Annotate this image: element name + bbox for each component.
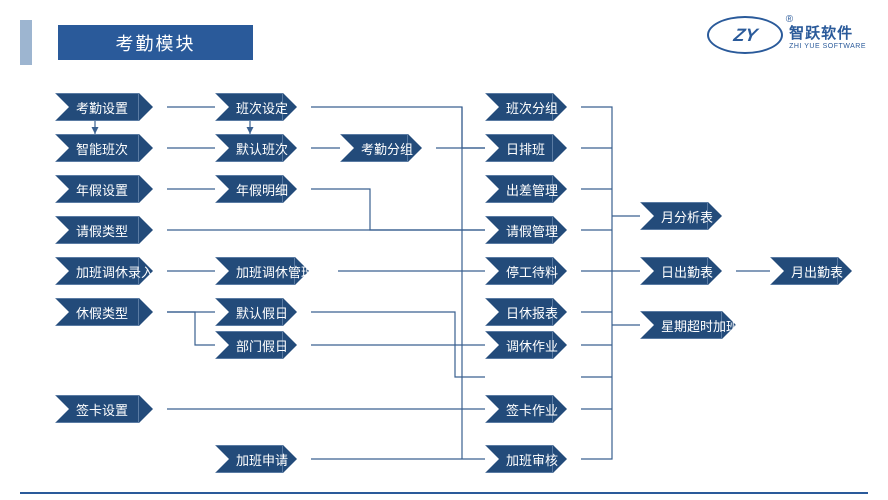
flowchart-node: 考勤分组	[340, 134, 422, 162]
chevron-left-icon	[215, 175, 229, 203]
flowchart-node: 年假明细	[215, 175, 297, 203]
page-title: 考勤模块	[58, 25, 253, 60]
chevron-left-icon	[55, 257, 69, 285]
connector-lines	[0, 0, 888, 500]
logo-text-cn: 智跃软件	[789, 22, 866, 43]
flowchart-node: 请假类型	[55, 216, 153, 244]
flowchart-node: 加班申请	[215, 445, 297, 473]
flowchart-node: 班次分组	[485, 93, 567, 121]
chevron-left-icon	[485, 298, 499, 326]
chevron-left-icon	[215, 298, 229, 326]
registered-mark-icon: ®	[786, 14, 793, 25]
chevron-left-icon	[55, 298, 69, 326]
connector-line	[311, 345, 485, 377]
chevron-left-icon	[215, 134, 229, 162]
chevron-left-icon	[485, 93, 499, 121]
chevron-right-icon	[553, 134, 567, 162]
flowchart-node: 调休作业	[485, 331, 567, 359]
flowchart-node: 日休报表	[485, 298, 567, 326]
chevron-left-icon	[485, 331, 499, 359]
connector-line	[311, 312, 485, 345]
chevron-left-icon	[640, 257, 654, 285]
chevron-right-icon	[139, 93, 153, 121]
chevron-left-icon	[55, 175, 69, 203]
flowchart-node: 日出勤表	[640, 257, 722, 285]
flowchart-node: 年假设置	[55, 175, 153, 203]
chevron-left-icon	[485, 257, 499, 285]
flowchart-node: 默认班次	[215, 134, 297, 162]
flowchart-node: 请假管理	[485, 216, 567, 244]
chevron-left-icon	[215, 257, 229, 285]
flowchart-node: 停工待料	[485, 257, 567, 285]
flowchart-node: 考勤设置	[55, 93, 153, 121]
flowchart-node: 月出勤表	[770, 257, 852, 285]
footer-underline	[20, 492, 868, 494]
connector-line	[311, 189, 485, 230]
header-sidebar-accent	[20, 20, 32, 65]
flowchart-node: 加班调休录入	[55, 257, 153, 285]
chevron-left-icon	[770, 257, 784, 285]
flowchart-node: 加班调休管理	[215, 257, 309, 285]
flowchart-node: 出差管理	[485, 175, 567, 203]
chevron-left-icon	[485, 395, 499, 423]
flowchart-node: 休假类型	[55, 298, 153, 326]
chevron-right-icon	[139, 134, 153, 162]
chevron-left-icon	[340, 134, 354, 162]
flowchart-node: 月分析表	[640, 202, 722, 230]
chevron-left-icon	[55, 216, 69, 244]
flowchart-node: 签卡设置	[55, 395, 153, 423]
chevron-left-icon	[640, 202, 654, 230]
chevron-left-icon	[485, 175, 499, 203]
chevron-left-icon	[485, 216, 499, 244]
chevron-left-icon	[55, 93, 69, 121]
flowchart-node: 星期超时加班	[640, 311, 736, 339]
logo-oval-icon: ZY	[707, 16, 783, 54]
diagram-canvas: 考勤模块 ZY ® 智跃软件 ZHI YUE SOFTWARE 考勤设置智能班次…	[0, 0, 888, 500]
flowchart-node: 部门假日	[215, 331, 297, 359]
flowchart-node: 签卡作业	[485, 395, 567, 423]
flowchart-node: 默认假日	[215, 298, 297, 326]
connector-line	[581, 107, 612, 459]
chevron-left-icon	[215, 331, 229, 359]
flowchart-node: 智能班次	[55, 134, 153, 162]
flowchart-node: 日排班	[485, 134, 567, 162]
chevron-left-icon	[215, 93, 229, 121]
chevron-left-icon	[55, 134, 69, 162]
chevron-right-icon	[139, 175, 153, 203]
chevron-right-icon	[139, 216, 153, 244]
logo-text-en: ZHI YUE SOFTWARE	[789, 43, 866, 50]
chevron-left-icon	[215, 445, 229, 473]
connector-line	[167, 312, 215, 345]
chevron-left-icon	[640, 311, 654, 339]
chevron-right-icon	[139, 395, 153, 423]
chevron-left-icon	[55, 395, 69, 423]
chevron-right-icon	[139, 298, 153, 326]
flowchart-node: 班次设定	[215, 93, 297, 121]
brand-logo: ZY ® 智跃软件 ZHI YUE SOFTWARE	[707, 16, 866, 54]
chevron-left-icon	[485, 134, 499, 162]
flowchart-node: 加班审核	[485, 445, 567, 473]
chevron-left-icon	[485, 445, 499, 473]
